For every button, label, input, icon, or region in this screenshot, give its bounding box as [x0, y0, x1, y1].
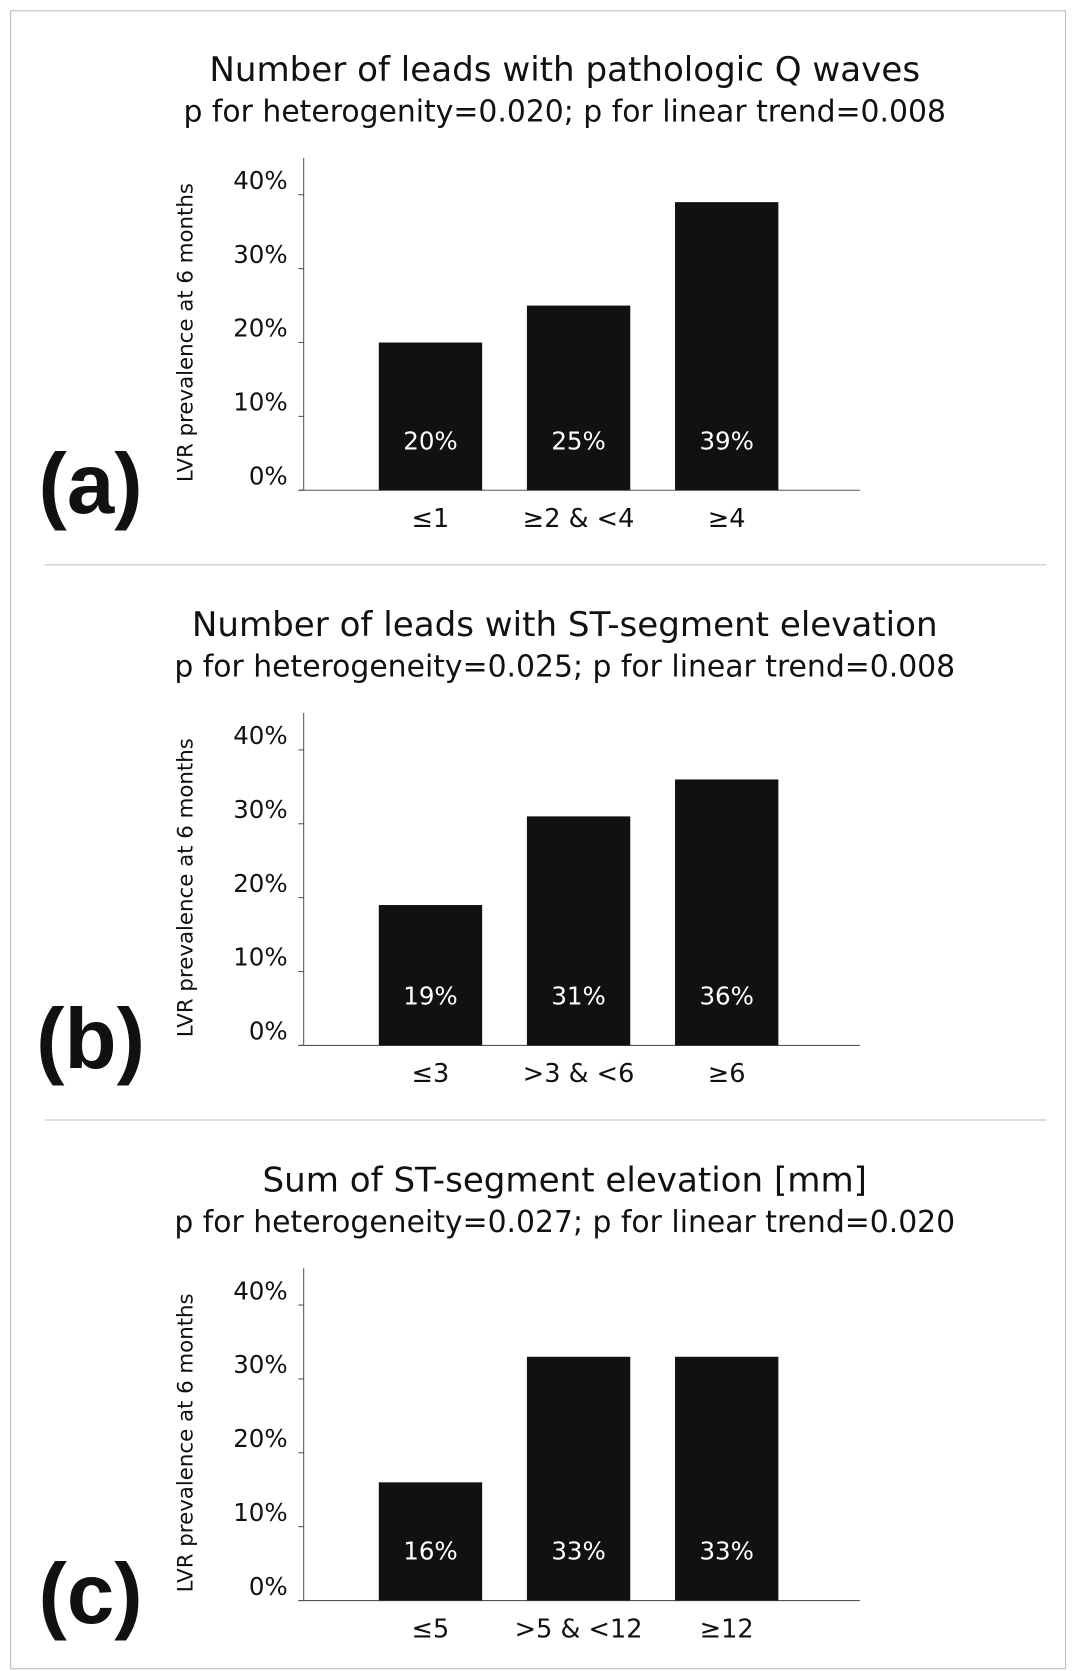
- bar-value-label: 36%: [699, 981, 753, 1010]
- y-tick-label: 40%: [233, 166, 287, 195]
- y-tick-label: 40%: [233, 1276, 287, 1305]
- chart-title: Number of leads with ST-segment elevatio…: [192, 605, 938, 645]
- bar-value-label: 39%: [699, 426, 753, 455]
- bar: [675, 779, 779, 1046]
- bar: [526, 305, 631, 491]
- bar-value-label: 16%: [403, 1537, 457, 1566]
- panel-label: (b): [36, 992, 145, 1087]
- bar: [526, 1356, 631, 1601]
- bar-value-label: 19%: [403, 981, 457, 1010]
- chart-subtitle: p for heterogeneity=0.027; p for linear …: [174, 1205, 955, 1240]
- y-tick-label: 20%: [233, 869, 287, 898]
- chart-title: Number of leads with pathologic Q waves: [209, 50, 920, 90]
- bar-value-label: 25%: [551, 426, 605, 455]
- bar: [526, 816, 631, 1046]
- bar: [378, 342, 483, 491]
- y-tick-label: 0%: [249, 1017, 288, 1046]
- bar: [675, 1356, 779, 1601]
- bar: [675, 202, 779, 491]
- bar-value-label: 20%: [403, 426, 457, 455]
- frame: [10, 10, 1067, 1670]
- x-tick-label: >5 & <12: [515, 1614, 643, 1644]
- y-tick-label: 0%: [249, 461, 288, 490]
- bar-value-label: 31%: [551, 981, 605, 1010]
- x-tick-label: ≤5: [412, 1614, 450, 1644]
- y-axis-label: LVR prevalence at 6 months: [173, 1293, 198, 1592]
- x-tick-label: ≥6: [708, 1059, 746, 1089]
- y-tick-label: 10%: [233, 1498, 287, 1527]
- panel-label: (c): [38, 1547, 142, 1642]
- y-tick-label: 40%: [233, 721, 287, 750]
- bar: [378, 905, 483, 1046]
- bar: [378, 1482, 483, 1601]
- y-tick-label: 30%: [233, 1350, 287, 1379]
- y-axis-label: LVR prevalence at 6 months: [173, 738, 198, 1037]
- x-tick-label: ≥12: [700, 1614, 754, 1644]
- y-axis-label: LVR prevalence at 6 months: [173, 183, 198, 482]
- y-tick-label: 10%: [233, 943, 287, 972]
- bar-value-label: 33%: [699, 1537, 753, 1566]
- y-tick-label: 30%: [233, 240, 287, 269]
- panel-label: (a): [38, 437, 142, 532]
- x-tick-label: ≤1: [412, 504, 450, 534]
- chart-title: Sum of ST-segment elevation [mm]: [263, 1160, 867, 1200]
- x-tick-label: ≥4: [708, 504, 746, 534]
- y-tick-label: 20%: [233, 1424, 287, 1453]
- x-tick-label: ≥2 & <4: [523, 504, 635, 534]
- y-tick-label: 20%: [233, 314, 287, 343]
- y-tick-label: 30%: [233, 795, 287, 824]
- y-tick-label: 0%: [249, 1572, 288, 1601]
- chart-subtitle: p for heterogenity=0.020; p for linear t…: [184, 95, 946, 130]
- y-tick-label: 10%: [233, 388, 287, 417]
- x-tick-label: ≤3: [412, 1059, 450, 1089]
- chart-subtitle: p for heterogeneity=0.025; p for linear …: [174, 650, 955, 685]
- bar-value-label: 33%: [551, 1537, 605, 1566]
- x-tick-label: >3 & <6: [523, 1059, 635, 1089]
